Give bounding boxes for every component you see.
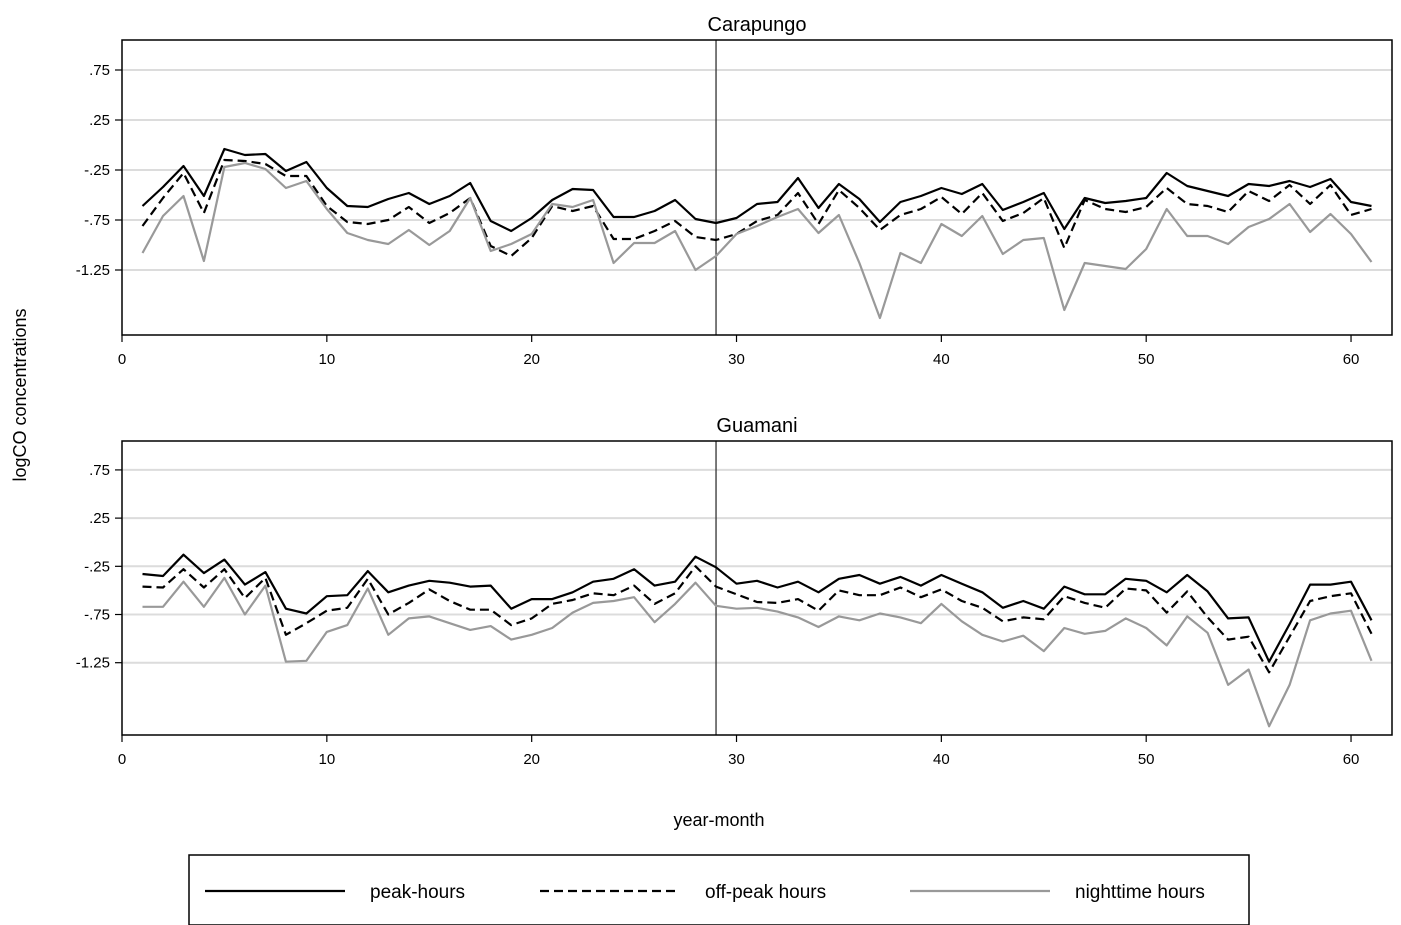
- y-tick-label: .75: [89, 62, 110, 79]
- series-line-offpeak: [141, 158, 1372, 258]
- x-axis-label: year-month: [673, 810, 764, 830]
- legend-label-peak: peak-hours: [370, 882, 465, 903]
- plot-frame: [121, 39, 1393, 336]
- plot-frame: [121, 440, 1393, 736]
- y-tick-label: .25: [89, 112, 110, 129]
- series-line-offpeak: [142, 565, 1373, 674]
- x-tick-label: 60: [1343, 351, 1360, 368]
- y-tick-label: -.75: [84, 212, 110, 229]
- y-tick-label: -1.25: [76, 262, 110, 279]
- legend-label-offpeak: off-peak hours: [705, 882, 826, 903]
- legend-box: [188, 854, 1250, 925]
- series-line-peak: [142, 553, 1373, 663]
- x-tick-label: 20: [523, 351, 540, 368]
- x-tick-label: 20: [523, 751, 540, 768]
- x-tick-label: 50: [1138, 351, 1155, 368]
- x-tick-label: 0: [118, 751, 126, 768]
- series-line-nighttime: [141, 161, 1373, 320]
- x-tick-label: 30: [728, 751, 745, 768]
- series-line-peak: [141, 147, 1372, 233]
- y-tick-label: -.75: [84, 607, 110, 624]
- y-tick-label: .25: [89, 510, 110, 527]
- panel-title: Carapungo: [708, 14, 807, 36]
- x-tick-label: 50: [1138, 751, 1155, 768]
- x-tick-label: 10: [318, 351, 335, 368]
- y-tick-label: .75: [89, 462, 110, 479]
- legend-label-nighttime: nighttime hours: [1075, 882, 1205, 903]
- panel-carapungo: Carapungo .75 .25 -.25 -.75 -1.25 0 10 20 30 40 50 6…: [76, 14, 1393, 368]
- y-tick-label: -.25: [84, 162, 110, 179]
- x-tick-label: 40: [933, 351, 950, 368]
- y-axis-label: logCO concentrations: [10, 308, 30, 481]
- x-tick-label: 30: [728, 351, 745, 368]
- panel-title: Guamani: [716, 415, 797, 437]
- legend: peak-hours off-peak hours nighttime hour…: [188, 854, 1250, 925]
- x-tick-label: 10: [318, 751, 335, 768]
- y-tick-label: -.25: [84, 558, 110, 575]
- x-tick-label: 40: [933, 751, 950, 768]
- x-tick-label: 0: [118, 351, 126, 368]
- y-tick-label: -1.25: [76, 655, 110, 672]
- x-tick-label: 60: [1343, 751, 1360, 768]
- panel-guamani: Guamani .75 .25 -.25 -.75 -1.25 0 10 20 30 40 50 60: [76, 415, 1393, 768]
- series-line-nighttime: [142, 576, 1373, 728]
